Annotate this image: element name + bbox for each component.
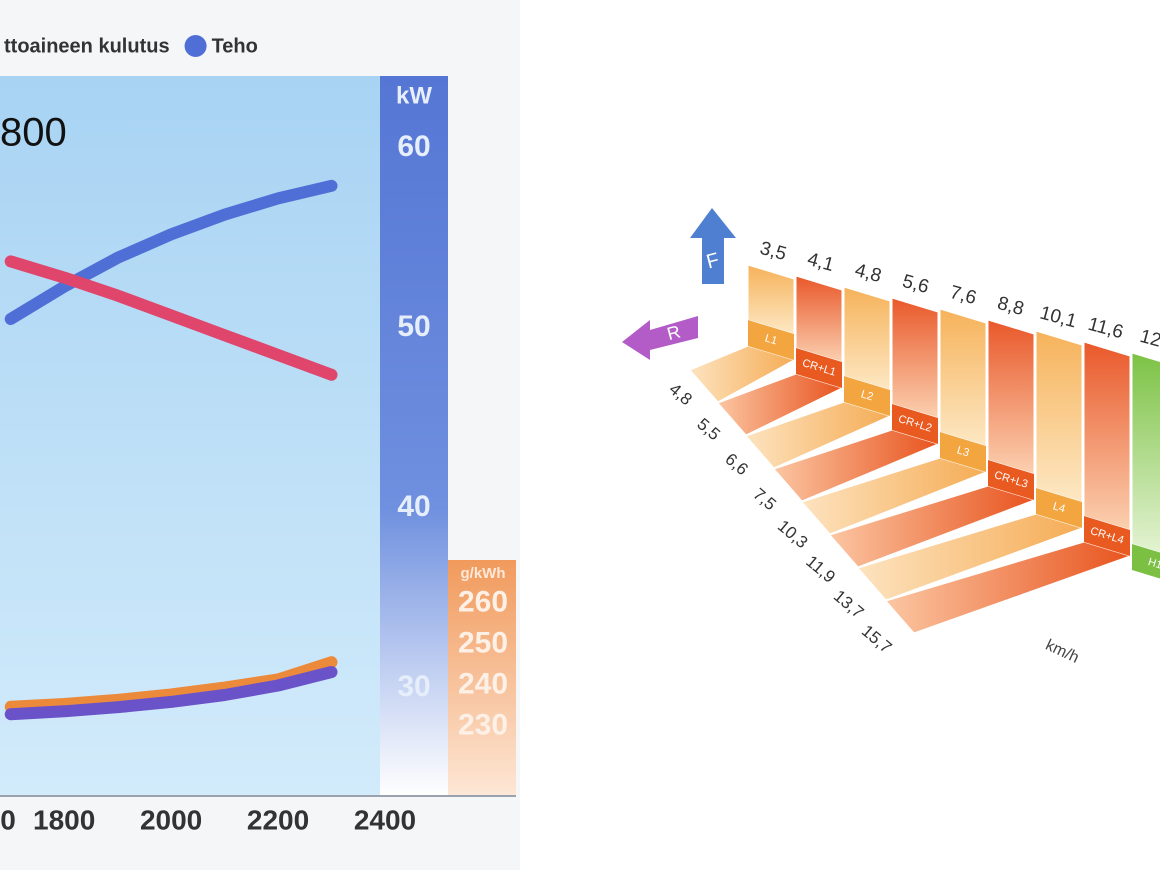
speed-top: 7,6 bbox=[948, 282, 979, 309]
range-box bbox=[1036, 488, 1082, 528]
x-tick-label: 2400 bbox=[354, 804, 416, 835]
gkwh-axis-bar bbox=[448, 560, 516, 796]
line-series bbox=[4, 179, 338, 325]
y2-tick-label: 230 bbox=[458, 708, 508, 741]
range-box bbox=[844, 376, 890, 416]
y-tick-label: 60 bbox=[397, 130, 430, 163]
line-series bbox=[4, 255, 338, 381]
reverse-label: R bbox=[665, 321, 683, 344]
y2-tick-label: 260 bbox=[458, 586, 508, 619]
speed-bottom: 13,7 bbox=[830, 586, 868, 622]
gear-diagram: F R 4,85,56,67,510,311,913,715,7L1CR+L1L… bbox=[622, 208, 1160, 667]
speed-top: 4,1 bbox=[805, 249, 836, 276]
y-axis-label: kW bbox=[396, 82, 432, 109]
speed-top: 12, bbox=[1138, 326, 1160, 353]
reverse-arrow bbox=[622, 316, 698, 360]
range-box bbox=[748, 320, 794, 360]
gear-panel bbox=[1131, 352, 1160, 554]
speed-top: 10,1 bbox=[1038, 303, 1079, 333]
x-tick-label: 1800 bbox=[33, 804, 95, 835]
gear-panel bbox=[939, 308, 987, 447]
forward-label: F bbox=[704, 249, 721, 273]
speed-unit: km/h bbox=[1043, 637, 1082, 667]
legend-marker bbox=[184, 35, 207, 57]
y-tick-label: 50 bbox=[397, 310, 430, 343]
speed-top: 5,6 bbox=[900, 271, 931, 298]
speed-bottom: 10,3 bbox=[774, 516, 812, 552]
line-series bbox=[4, 666, 338, 721]
chart-title: 800 bbox=[0, 111, 67, 155]
gear-panel bbox=[987, 319, 1035, 475]
y-tick-label: 30 bbox=[397, 670, 430, 703]
speed-bottom: 11,9 bbox=[802, 552, 839, 587]
speed-top: 11,6 bbox=[1086, 314, 1126, 343]
range-label: L4 bbox=[1051, 500, 1066, 515]
chart: 30 40 50 60 230 240 250 260 0 1800 2000 2200 2400 tto… bbox=[0, 35, 508, 835]
speed-bottom: 7,5 bbox=[749, 484, 779, 514]
range-box bbox=[796, 348, 842, 388]
range-label: L1 bbox=[763, 332, 778, 347]
y-tick-label: 40 bbox=[397, 490, 430, 523]
gear-panel bbox=[843, 286, 891, 391]
x-tick-label: 0 bbox=[0, 804, 16, 835]
speed-top: 4,8 bbox=[853, 260, 884, 287]
gear-panel bbox=[1035, 330, 1083, 503]
range-box bbox=[892, 404, 938, 444]
gear-panel bbox=[891, 297, 939, 419]
range-box bbox=[1132, 544, 1160, 579]
range-label: H1 bbox=[1147, 556, 1160, 572]
y2-tick-label: 250 bbox=[458, 627, 508, 660]
speed-top: 8,8 bbox=[995, 293, 1026, 320]
speed-top: 3,5 bbox=[758, 238, 789, 265]
forward-arrow bbox=[690, 208, 736, 284]
kw-axis-bar bbox=[380, 76, 448, 796]
range-box bbox=[1084, 516, 1130, 556]
speed-bottom: 5,5 bbox=[693, 414, 723, 444]
x-tick-label: 2200 bbox=[247, 804, 309, 835]
y2-axis-label: g/kWh bbox=[461, 565, 506, 582]
gear-panel bbox=[1083, 341, 1131, 531]
y2-tick-label: 240 bbox=[458, 667, 508, 700]
x-tick-label: 2000 bbox=[140, 804, 202, 835]
speed-bottom: 6,6 bbox=[721, 449, 751, 479]
gear-panel bbox=[795, 275, 843, 363]
legend-label: ttoaineen kulutus bbox=[4, 35, 170, 57]
range-label: L2 bbox=[859, 388, 874, 403]
range-box bbox=[988, 460, 1034, 500]
legend-label: Teho bbox=[212, 35, 258, 57]
range-box bbox=[940, 432, 986, 472]
speed-bottom: 4,8 bbox=[665, 379, 695, 409]
range-label: L3 bbox=[955, 444, 970, 459]
speed-bottom: 15,7 bbox=[858, 621, 896, 657]
